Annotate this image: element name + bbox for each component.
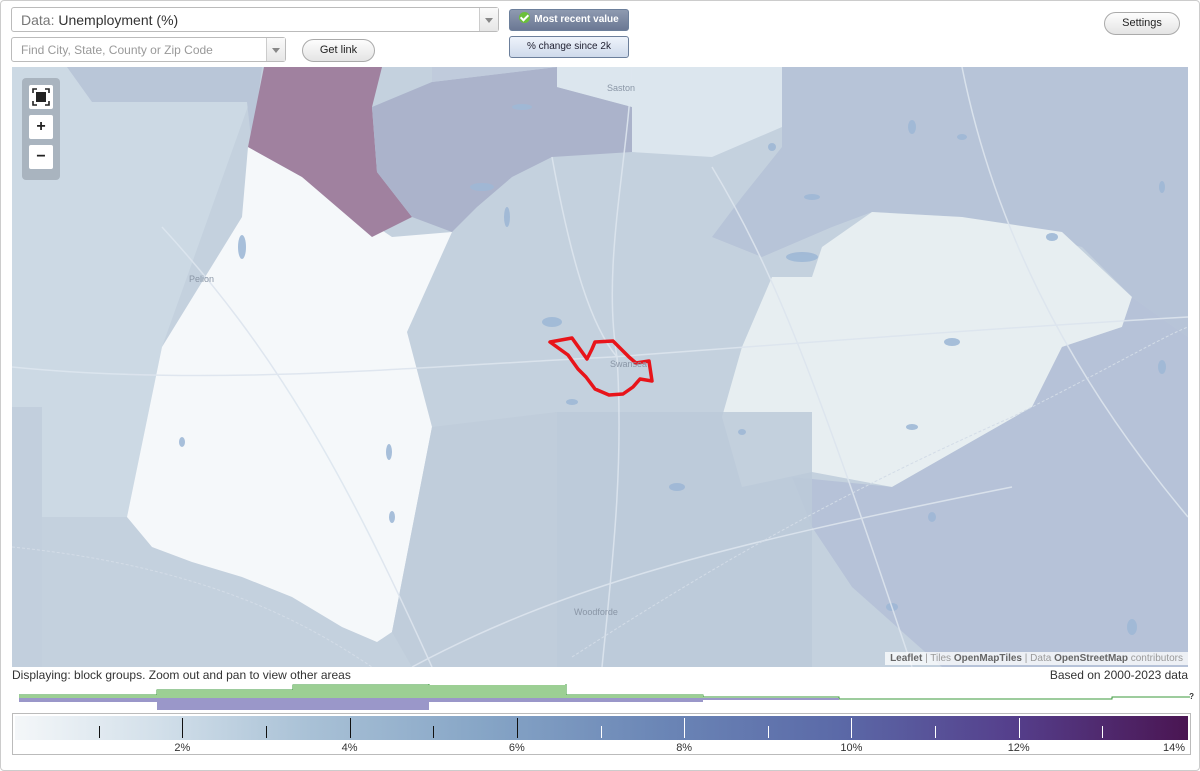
legend-label: 6% (508, 742, 525, 754)
legend-tick (851, 718, 853, 738)
legend-tick (684, 718, 686, 738)
fullscreen-icon[interactable] (29, 85, 53, 109)
checkmark-icon (519, 12, 531, 23)
legend-tick (265, 726, 267, 738)
region-west (12, 67, 262, 517)
most-recent-toggle[interactable]: Most recent value (509, 9, 629, 31)
legend-tick (182, 718, 184, 738)
leaflet-link[interactable]: Leaflet (890, 653, 923, 664)
legend-tick (98, 726, 100, 738)
location-search[interactable] (11, 37, 286, 62)
chevron-down-icon[interactable] (266, 38, 285, 61)
settings-button[interactable]: Settings (1104, 12, 1180, 35)
zoom-control: + − (22, 78, 60, 180)
legend-label: 10% (840, 742, 863, 754)
place-label-woodforde: Woodforde (574, 607, 618, 617)
based-on-note: Based on 2000-2023 data (1049, 668, 1188, 682)
legend-tick (433, 726, 435, 738)
legend-label: 2% (174, 742, 191, 754)
map-attribution: Leaflet | Tiles OpenMapTiles | Data Open… (885, 652, 1188, 665)
region-pelion (127, 147, 452, 642)
legend-tick (1102, 726, 1104, 738)
legend-tick (767, 726, 769, 738)
color-legend: 2% 4% 6% 8% 10% 12% 14% (12, 713, 1191, 755)
most-recent-label: Most recent value (534, 14, 619, 25)
map-view[interactable]: Saston Pelion Swansea Woodforde (12, 67, 1188, 667)
legend-tick (349, 718, 351, 738)
displaying-note: Displaying: block groups. Zoom out and p… (12, 668, 351, 682)
legend-tick (516, 718, 518, 738)
get-link-button[interactable]: Get link (302, 39, 375, 62)
region-high-unemployment (248, 67, 412, 237)
legend-tick (935, 726, 937, 738)
distribution-histogram (19, 684, 1190, 710)
chevron-down-icon[interactable] (479, 8, 498, 31)
histogram-help-icon[interactable]: ? (1189, 692, 1194, 701)
openmaptiles-link[interactable]: OpenMapTiles (953, 653, 1022, 664)
data-selector[interactable]: Data: Unemployment (%) (11, 7, 499, 32)
zoom-out-button[interactable]: − (29, 145, 53, 169)
legend-tick (1018, 718, 1020, 738)
legend-color-ramp (15, 716, 1188, 740)
place-label-pelion: Pelion (189, 274, 215, 284)
openstreetmap-link[interactable]: OpenStreetMap (1054, 653, 1128, 664)
map-canvas[interactable] (12, 67, 1188, 667)
legend-tick (600, 726, 602, 738)
legend-label: 8% (676, 742, 693, 754)
region-east-light (722, 212, 1132, 487)
search-input[interactable] (12, 38, 280, 61)
highlighted-block-group (548, 336, 654, 397)
zoom-in-button[interactable]: + (29, 115, 53, 139)
legend-label: 14% (1162, 742, 1186, 754)
data-prefix: Data: (21, 12, 55, 28)
legend-label: 4% (341, 742, 358, 754)
place-label-saston: Saston (607, 83, 636, 93)
change-since-2k-toggle[interactable]: % change since 2k (509, 36, 629, 58)
data-value: Unemployment (%) (58, 12, 179, 28)
legend-label: 12% (1007, 742, 1030, 754)
place-label-swansea: Swansea (610, 359, 648, 369)
